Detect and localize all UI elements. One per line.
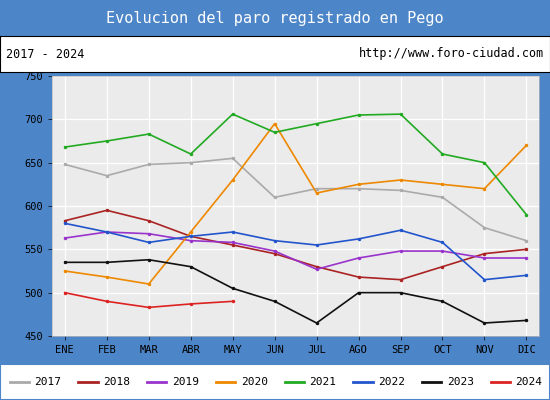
Text: http://www.foro-ciudad.com: http://www.foro-ciudad.com	[359, 48, 544, 60]
Text: 2017: 2017	[34, 377, 62, 387]
Text: 2018: 2018	[103, 377, 130, 387]
Text: 2019: 2019	[172, 377, 199, 387]
Text: 2017 - 2024: 2017 - 2024	[6, 48, 84, 60]
Text: 2023: 2023	[447, 377, 474, 387]
Text: 2024: 2024	[516, 377, 543, 387]
Text: 2020: 2020	[241, 377, 268, 387]
Text: 2022: 2022	[378, 377, 405, 387]
Text: 2021: 2021	[309, 377, 337, 387]
Text: Evolucion del paro registrado en Pego: Evolucion del paro registrado en Pego	[106, 10, 444, 26]
